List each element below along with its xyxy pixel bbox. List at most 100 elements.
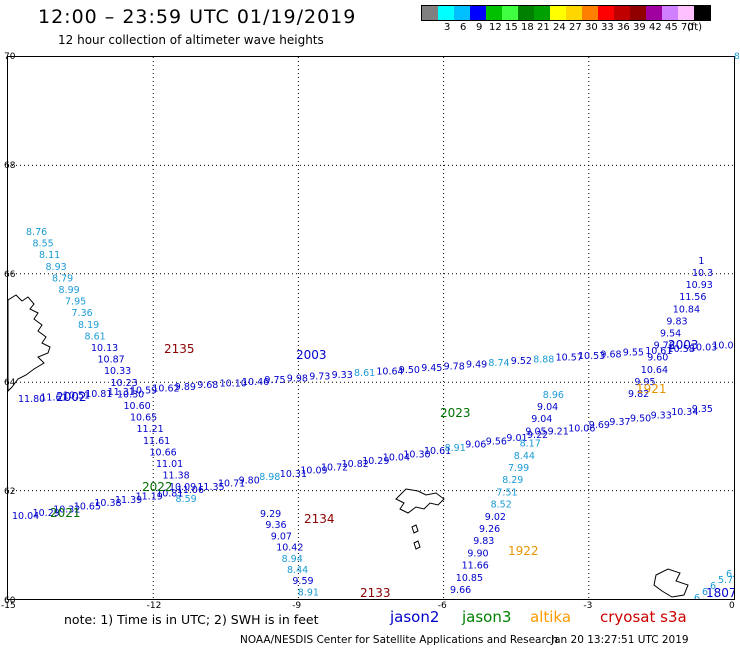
wave-height-label: 6 [710, 581, 716, 592]
scale-swatch [550, 6, 566, 20]
scale-tick-label: 36 [617, 22, 630, 33]
wave-height-label: 6 [694, 593, 700, 599]
longitude-tick-label: -12 [146, 601, 162, 611]
wave-height-label: 10.10 [220, 379, 247, 390]
latitude-tick-label: 66 [4, 269, 16, 280]
scale-swatch [534, 6, 550, 20]
wave-height-label: 9.89 [175, 382, 196, 393]
wave-height-label: 8.52 [491, 500, 512, 511]
wave-height-label: 10.64 [641, 365, 668, 376]
legend-entry-jason2: jason2 [390, 608, 440, 626]
wave-height-label: 10.29 [362, 456, 389, 467]
wave-height-label: 10.51 [63, 391, 90, 402]
scale-swatch [486, 6, 502, 20]
islet-coast [411, 524, 419, 534]
wave-height-label: 10.13 [91, 343, 118, 354]
pass-time-label: 1922 [508, 544, 539, 558]
scale-swatch [470, 6, 486, 20]
wave-height-label: 8.11 [39, 250, 60, 261]
wave-height-label: 9.45 [421, 363, 442, 374]
scale-tick-label: 12 [489, 22, 502, 33]
pass-time-label: 1921 [636, 382, 667, 396]
wave-height-label: 9.59 [292, 576, 313, 587]
wave-height-label: 9.07 [271, 531, 292, 542]
wave-height-label: 10.06 [568, 423, 595, 434]
scale-swatch [630, 6, 646, 20]
wave-height-label: 9.56 [486, 436, 507, 447]
scale-swatch [518, 6, 534, 20]
wave-height-label: 6 [702, 587, 708, 598]
wave-height-label: 10.58 [668, 344, 695, 355]
scale-swatch [582, 6, 598, 20]
wave-height-label: 10.30 [403, 449, 430, 460]
wave-height-label: 11.19 [136, 492, 163, 503]
wave-height-label: 8.19 [78, 320, 99, 331]
legend-entry-jason3: jason3 [462, 608, 512, 626]
wave-height-label: 11.31 [108, 387, 135, 398]
wave-height-label: 9.78 [444, 361, 465, 372]
wave-height-label: 8.17 [520, 439, 541, 450]
wave-height-label: 10.32 [53, 505, 80, 516]
wave-height-label: 9.55 [623, 348, 644, 359]
wave-height-label: 8.74 [488, 358, 509, 369]
map-subtitle: 12 hour collection of altimeter wave hei… [58, 33, 324, 47]
wave-height-label: 9.60 [647, 353, 668, 364]
wave-height-label: 9.68 [197, 380, 218, 391]
wave-height-label: 10.84 [673, 304, 700, 315]
wave-height-label: 10.71 [218, 479, 245, 490]
wave-height-label: 9.98 [287, 373, 308, 384]
scale-swatch [614, 6, 630, 20]
wave-height-label: 7.95 [65, 297, 86, 308]
scale-tick-label: 18 [521, 22, 534, 33]
scale-swatch [422, 6, 438, 20]
wave-height-label: 8.44 [514, 451, 535, 462]
wave-height-label: 10.62 [152, 384, 179, 395]
wave-height-label: 9.90 [467, 548, 488, 559]
wave-height-label: 11.01 [156, 459, 183, 470]
wave-height-label: 11.21 [137, 424, 164, 435]
wave-height-label: 8.94 [282, 554, 303, 565]
wave-height-label: 10.64 [376, 366, 403, 377]
wave-height-label: 9.80 [239, 475, 260, 486]
wave-height-label: 9.04 [537, 402, 558, 413]
wave-height-label: 8.55 [33, 239, 54, 250]
wave-height-label: 9.50 [399, 365, 420, 376]
pass-time-label: 1807 [706, 586, 734, 599]
scale-swatch [662, 6, 678, 20]
map-title: 12:00 – 23:59 UTC 01/19/2019 [38, 6, 357, 28]
wave-height-label: 8.93 [46, 262, 67, 273]
longitude-tick-label: 0 [729, 601, 735, 611]
wave-height-label: 9.35 [692, 404, 713, 415]
wave-height-label: 10.66 [150, 447, 177, 458]
scale-tick-label: 6 [460, 22, 467, 33]
wave-height-label: 7.99 [508, 463, 529, 474]
wave-height-label: 8.61 [85, 331, 106, 342]
pass-time-label: 2133 [360, 586, 391, 599]
pass-time-label: 2002 [56, 390, 87, 404]
wave-height-label: 10.60 [124, 401, 151, 412]
scale-tick-label: 33 [601, 22, 614, 33]
wave-height-label: 1 [698, 256, 704, 267]
faroe-islands-coast [395, 488, 445, 514]
latitude-tick-label: 68 [4, 160, 16, 171]
wave-height-label: 6.43 [726, 569, 734, 580]
wave-height-label: 9.36 [265, 520, 286, 531]
wave-height-label: 9.95 [634, 377, 655, 388]
scale-tick-label: 9 [476, 22, 483, 33]
wave-height-label: 9.83 [666, 316, 687, 327]
wave-height-label: 10.0 [712, 341, 733, 352]
wave-height-label: 10.23 [111, 378, 138, 389]
wave-height-label: 7.51 [496, 487, 517, 498]
wave-height-label: 8.61 [354, 368, 375, 379]
generation-timestamp: Jan 20 13:27:51 UTC 2019 [551, 634, 689, 646]
legend-entry-cryosat-s3a: cryosat s3a [600, 608, 687, 626]
longitude-tick-label: -15 [1, 601, 16, 611]
map-note: note: 1) Time is in UTC; 2) SWH is in fe… [64, 612, 319, 627]
longitude-tick-label: -6 [437, 601, 447, 611]
wave-height-label: 9.04 [531, 414, 552, 425]
wave-height-label: 8.91 [298, 587, 319, 598]
wave-height-label: 10.31 [280, 469, 307, 480]
scale-swatch [646, 6, 662, 20]
wave-height-label: 10.93 [686, 280, 713, 291]
